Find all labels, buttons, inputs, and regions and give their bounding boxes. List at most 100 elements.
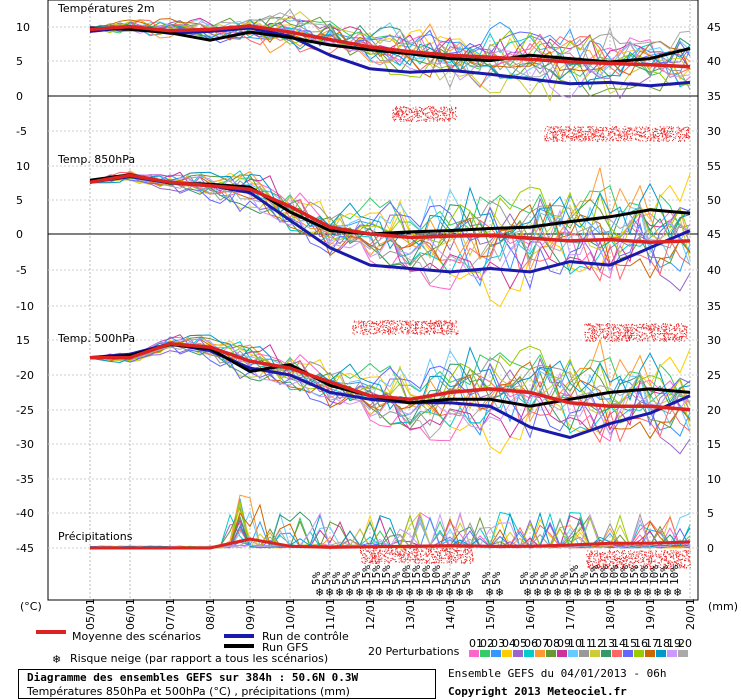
footer-title: Diagramme des ensembles GEFS sur 384h : … — [27, 671, 359, 684]
snow-percent-label: 10% — [420, 565, 433, 585]
snow-percent-label: 15% — [370, 565, 383, 585]
footer-box — [18, 669, 436, 699]
snowflake-icon: ❄ — [643, 586, 652, 599]
snow-percent-label: 5% — [548, 571, 561, 585]
snow-percent-label: 15% — [380, 565, 393, 585]
y-tick-right: 35 — [707, 300, 721, 313]
x-tick-label: 08/01 — [204, 598, 217, 630]
perturbation-swatch — [623, 650, 633, 657]
snow-percent-label: 15% — [628, 565, 641, 585]
footer-subtitle: Températures 850hPa et 500hPa (°C) , pré… — [27, 685, 350, 698]
panel-title: Temp. 850hPa — [57, 153, 135, 166]
t2m-perturbation-16 — [89, 24, 691, 87]
snow-percent-label: 5% — [440, 571, 453, 585]
perturbation-swatch — [546, 650, 556, 657]
y-tick-right: 45 — [707, 228, 721, 241]
y-tick-right: 15 — [707, 438, 721, 451]
perturbation-swatch — [645, 650, 655, 657]
perturbation-number: 14 — [612, 637, 626, 650]
precip-mean-line — [90, 537, 691, 550]
t850-perturbation-18 — [90, 171, 691, 250]
snow-percent-label: 5% — [350, 571, 363, 585]
snow-band-t850-2 — [584, 323, 688, 342]
snowflake-icon: ❄ — [435, 586, 444, 599]
perturbation-number: 13 — [601, 637, 615, 650]
perturbation-number: 02 — [480, 637, 494, 650]
y-tick-right: 25 — [707, 369, 721, 382]
y-tick-right: 20 — [707, 404, 721, 417]
t2m-gfs-line — [89, 26, 691, 64]
snowflake-icon: ❄ — [335, 586, 344, 599]
perturbation-number: 17 — [645, 637, 659, 650]
t500-perturbation-8 — [90, 336, 691, 430]
perturbation-number: 06 — [524, 637, 538, 650]
snow-percent-label: 10% — [400, 565, 413, 585]
t2m-perturbation-15 — [89, 27, 691, 74]
snowflake-icon: ❄ — [553, 586, 562, 599]
y-tick-right: 55 — [707, 160, 721, 173]
copyright: Copyright 2013 Meteociel.fr — [448, 685, 627, 698]
perturbation-swatch — [612, 650, 622, 657]
snowflake-icon: ❄ — [673, 586, 682, 599]
y-tick-left: 0 — [16, 90, 23, 103]
snowflake-icon: ❄ — [425, 586, 434, 599]
snow-percent-label: 15% — [658, 565, 671, 585]
snow-percent-label: 5% — [538, 571, 551, 585]
snow-band-t850-1 — [352, 320, 459, 335]
snowflake-icon: ❄ — [365, 586, 374, 599]
perturbation-number: 05 — [513, 637, 527, 650]
x-tick-label: 20/01 — [684, 598, 697, 630]
legend-perturbations-label: 20 Perturbations — [368, 645, 460, 658]
perturbation-number: 10 — [568, 637, 582, 650]
snow-percent-label: 5% — [390, 571, 403, 585]
y-tick-left: -5 — [16, 264, 27, 277]
legend-gfs-label: Run GFS — [262, 641, 308, 654]
snowflake-icon: ❄ — [663, 586, 672, 599]
perturbation-swatch — [667, 650, 677, 657]
snow-percent-label: 5% — [558, 571, 571, 585]
y-tick-left: 5 — [16, 194, 23, 207]
snow-percent-label: 5% — [460, 571, 473, 585]
y-tick-left: -45 — [16, 542, 34, 555]
perturbation-swatch — [513, 650, 523, 657]
perturbation-number: 11 — [579, 637, 593, 650]
x-tick-label: 13/01 — [404, 598, 417, 630]
snowflake-icon: ❄ — [355, 586, 364, 599]
snowflake-icon: ❄ — [325, 586, 334, 599]
snow-percent-label: 5% — [578, 571, 591, 585]
y-tick-right: 0 — [707, 542, 714, 555]
x-tick-label: 05/01 — [84, 598, 97, 630]
x-tick-label: 19/01 — [644, 598, 657, 630]
snowflake-icon: ❄ — [445, 586, 454, 599]
panel-title: Températures 2m — [57, 2, 155, 15]
t2m-control-line — [89, 25, 691, 88]
legend-snow-label: Risque neige (par rapport a tous les scé… — [70, 652, 328, 665]
snow-percent-label: 10% — [430, 565, 443, 585]
x-tick-label: 15/01 — [484, 598, 497, 630]
t500-mean-line — [90, 342, 691, 412]
snowflake-icon: ❄ — [563, 586, 572, 599]
perturbation-number: 09 — [557, 637, 571, 650]
snowflake-icon: ❄ — [543, 586, 552, 599]
snowflake-icon: ❄ — [523, 586, 532, 599]
snowflake-icon: ❄ — [653, 586, 662, 599]
panel-title: Temp. 500hPa — [57, 332, 135, 345]
legend-mean-label: Moyenne des scénarios — [72, 630, 201, 643]
perturbation-number: 01 — [469, 637, 483, 650]
snowflake-icon: ❄ — [395, 586, 404, 599]
snow-percent-label: 5% — [310, 571, 323, 585]
snow-percent-label: 10% — [598, 565, 611, 585]
t500-perturbation-1 — [89, 336, 691, 442]
y-tick-left: 10 — [16, 160, 30, 173]
snow-percent-label: 10% — [608, 565, 621, 585]
y-tick-right: 30 — [707, 125, 721, 138]
y-tick-left: 5 — [16, 55, 23, 68]
x-tick-label: 07/01 — [164, 598, 177, 630]
snow-percent-label: 5% — [528, 571, 541, 585]
snow-percent-label: 5% — [450, 571, 463, 585]
x-tick-label: 16/01 — [524, 598, 537, 630]
snowflake-icon: ❄ — [633, 586, 642, 599]
legend-control-label: Run de contrôle — [262, 630, 349, 643]
y-tick-right: 35 — [707, 90, 721, 103]
snowflake-icon: ❄ — [455, 586, 464, 599]
